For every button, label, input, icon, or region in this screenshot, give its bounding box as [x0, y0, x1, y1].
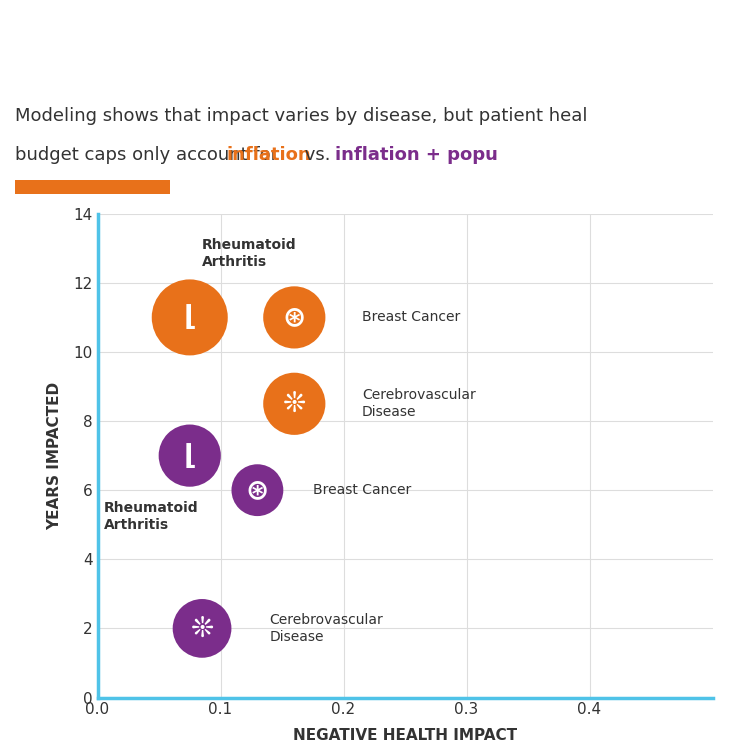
Text: Modeling shows that impact varies by disease, but patient heal: Modeling shows that impact varies by dis… [15, 106, 587, 124]
Text: ⌊: ⌊ [184, 304, 196, 332]
Ellipse shape [172, 599, 232, 658]
Text: Do’s & Don’ts of Budget Cap: Do’s & Don’ts of Budget Cap [13, 26, 683, 68]
Text: ⌊: ⌊ [184, 442, 196, 470]
Text: Breast Cancer: Breast Cancer [362, 310, 460, 325]
Ellipse shape [152, 280, 228, 356]
Text: ⊛: ⊛ [246, 476, 269, 504]
Text: ❊: ❊ [283, 390, 306, 418]
Text: ⊛: ⊛ [283, 304, 306, 332]
Text: budget caps only account for: budget caps only account for [15, 146, 284, 164]
Text: Cerebrovascular
Disease: Cerebrovascular Disease [362, 388, 476, 419]
Text: ❊: ❊ [190, 614, 214, 643]
X-axis label: NEGATIVE HEALTH IMPACT: NEGATIVE HEALTH IMPACT [293, 728, 517, 743]
Y-axis label: YEARS IMPACTED: YEARS IMPACTED [47, 382, 62, 530]
Text: vs.: vs. [299, 146, 336, 164]
Bar [15, 180, 170, 194]
Ellipse shape [232, 464, 284, 516]
Text: Breast Cancer: Breast Cancer [313, 483, 411, 497]
Text: inflation + popu: inflation + popu [335, 146, 498, 164]
Text: Rheumatoid
Arthritis: Rheumatoid Arthritis [202, 238, 297, 269]
Ellipse shape [263, 373, 326, 435]
Text: Rheumatoid
Arthritis: Rheumatoid Arthritis [104, 500, 198, 532]
Ellipse shape [263, 286, 326, 349]
Ellipse shape [159, 424, 220, 487]
Text: Cerebrovascular
Disease: Cerebrovascular Disease [270, 613, 383, 644]
Text: inflation: inflation [226, 146, 311, 164]
